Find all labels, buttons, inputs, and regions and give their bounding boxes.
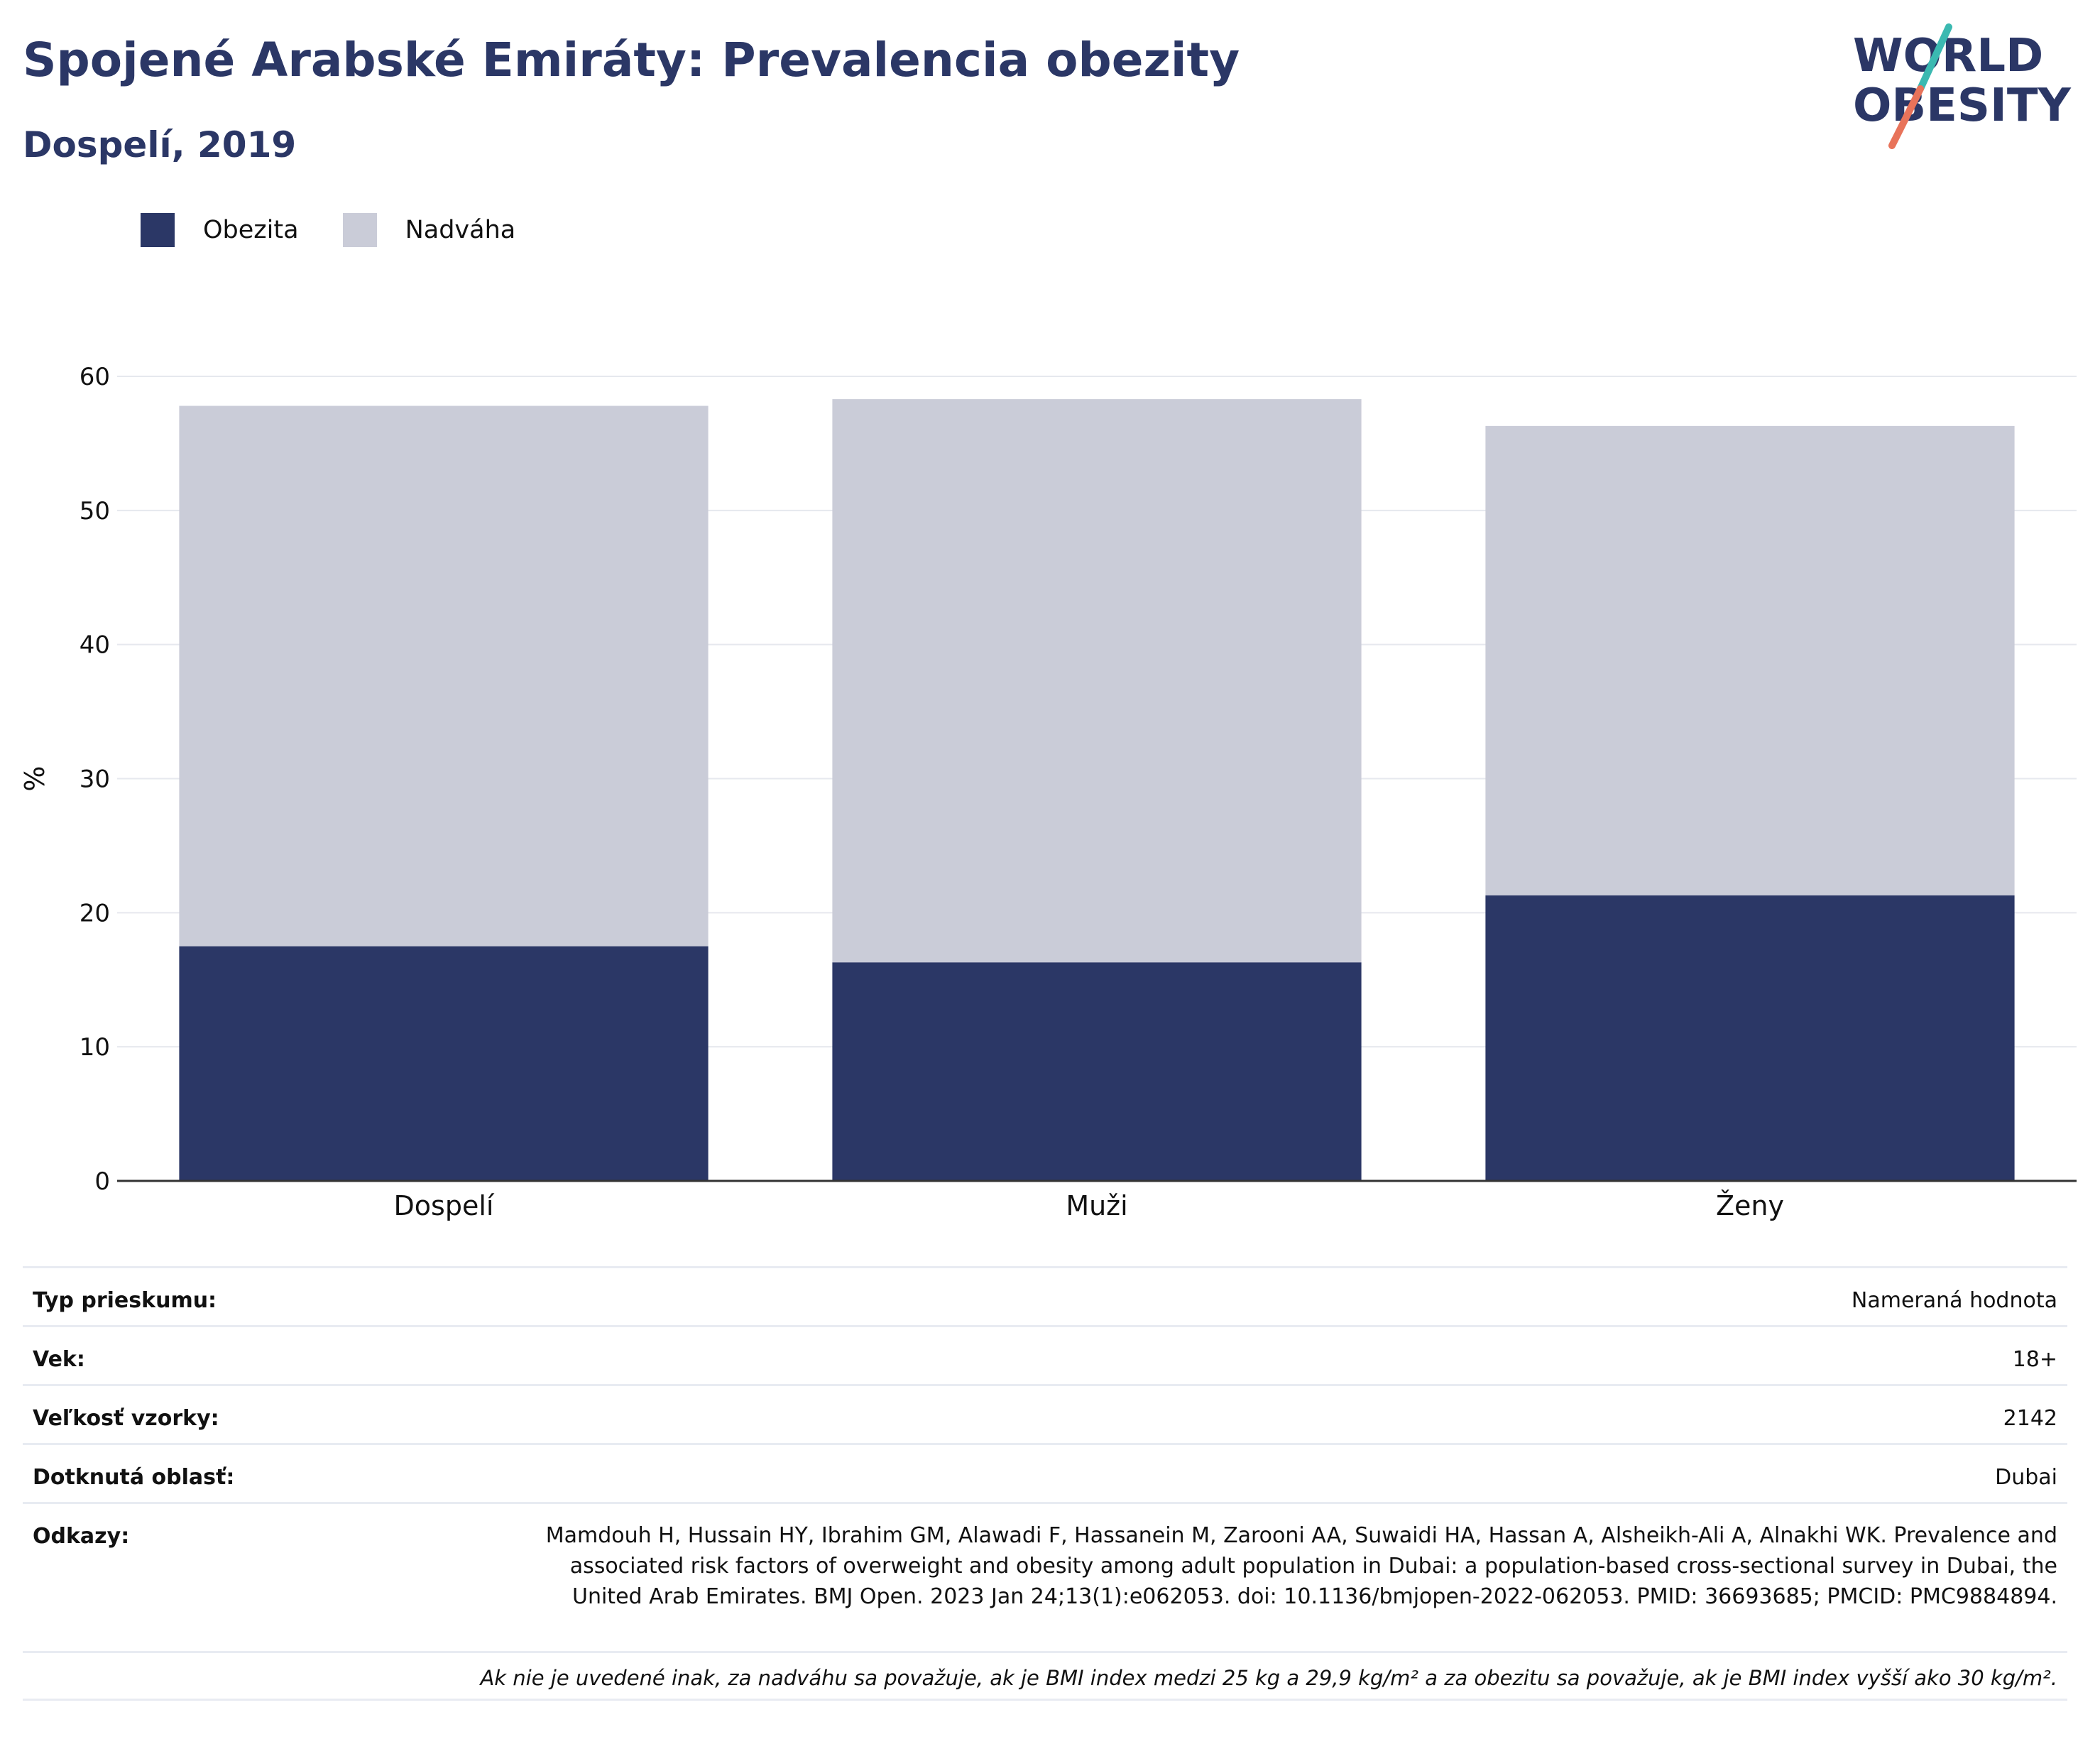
y-tick-label: 30 bbox=[80, 765, 110, 794]
bar-nadvaha bbox=[1485, 425, 2015, 895]
y-tick-label: 40 bbox=[80, 631, 110, 660]
bar-obezita bbox=[179, 946, 709, 1181]
y-tick-label: 50 bbox=[80, 497, 110, 525]
info-label: Vek: bbox=[33, 1347, 85, 1372]
info-label: Typ prieskumu: bbox=[33, 1288, 217, 1313]
x-tick-label: Dospelí bbox=[394, 1190, 495, 1221]
definition-note: Ak nie je uvedené inak, za nadváhu sa po… bbox=[480, 1666, 2057, 1690]
y-tick-label: 60 bbox=[80, 363, 110, 391]
references-text: Mamdouh H, Hussain HY, Ibrahim GM, Alawa… bbox=[545, 1523, 2057, 1609]
info-value: 2142 bbox=[2003, 1406, 2057, 1431]
info-label: Dotknutá oblasť: bbox=[33, 1465, 235, 1490]
info-value: 18+ bbox=[2012, 1347, 2057, 1372]
info-value: Dubai bbox=[1995, 1465, 2057, 1490]
info-label: Odkazy: bbox=[33, 1524, 130, 1549]
y-tick-label: 0 bbox=[94, 1167, 110, 1196]
x-tick-label: Ženy bbox=[1716, 1190, 1784, 1221]
legend-label-nadvaha: Nadváha bbox=[405, 216, 516, 244]
legend-item-nadvaha[interactable]: Nadváha bbox=[342, 213, 516, 247]
info-row-sample-size: Veľkosť vzorky: 2142 bbox=[23, 1384, 2067, 1443]
legend-label-obezita: Obezita bbox=[203, 216, 299, 244]
logo-accent-teal bbox=[1917, 23, 1952, 92]
legend-swatch-obezita bbox=[141, 213, 175, 247]
page-title: Spojené Arabské Emiráty: Prevalencia obe… bbox=[23, 33, 1240, 87]
info-row-age: Vek: 18+ bbox=[23, 1325, 2067, 1384]
page-subtitle: Dospelí, 2019 bbox=[23, 124, 297, 165]
logo-line-2: OBESITY bbox=[1853, 80, 2071, 132]
bar-nadvaha bbox=[179, 405, 709, 947]
bar-obezita bbox=[832, 962, 1362, 1181]
world-obesity-logo: WORLD OBESITY bbox=[1853, 23, 2071, 149]
info-table: Typ prieskumu: Nameraná hodnota Vek: 18+… bbox=[23, 1266, 2067, 1701]
info-row-references: Odkazy: Mamdouh H, Hussain HY, Ibrahim G… bbox=[23, 1502, 2067, 1651]
logo-line-1: WORLD bbox=[1853, 30, 2043, 82]
info-row-note: Ak nie je uvedené inak, za nadváhu sa po… bbox=[23, 1651, 2067, 1701]
y-axis-label: % bbox=[19, 765, 50, 791]
x-tick-label: Muži bbox=[1066, 1190, 1127, 1221]
y-tick-label: 20 bbox=[80, 899, 110, 927]
legend-item-obezita[interactable]: Obezita bbox=[141, 213, 299, 247]
legend-swatch-nadvaha bbox=[342, 213, 377, 247]
logo-accent-coral bbox=[1888, 85, 1924, 149]
info-row-area: Dotknutá oblasť: Dubai bbox=[23, 1443, 2067, 1502]
bar-obezita bbox=[1485, 895, 2015, 1181]
chart-legend: Obezita Nadváha bbox=[141, 210, 559, 250]
bar-nadvaha bbox=[832, 399, 1362, 963]
bar-chart: 0 10 20 30 40 50 60% Dospelí Muži Ženy bbox=[19, 363, 2077, 1221]
info-label: Veľkosť vzorky: bbox=[33, 1406, 219, 1431]
info-row-survey-type: Typ prieskumu: Nameraná hodnota bbox=[23, 1266, 2067, 1325]
y-tick-label: 10 bbox=[80, 1033, 110, 1062]
info-value: Nameraná hodnota bbox=[1851, 1288, 2057, 1313]
